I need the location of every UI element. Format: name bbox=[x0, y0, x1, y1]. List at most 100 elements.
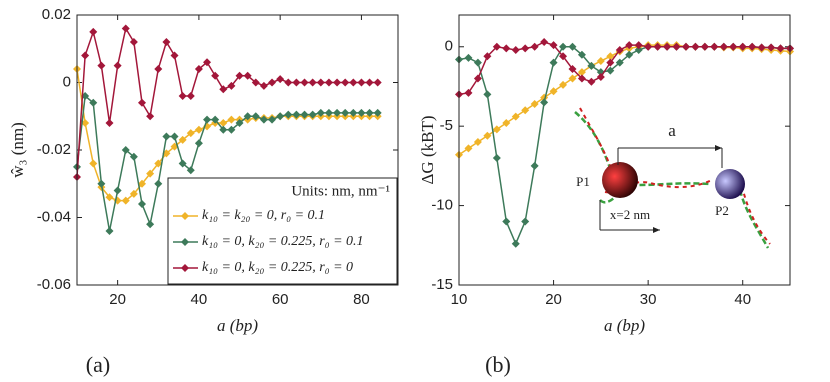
legend-label: k₁₀ = 0, k₂₀ = 0.225, r₀ = 0.1 bbox=[202, 234, 364, 249]
series-line bbox=[458, 44, 791, 156]
marker bbox=[227, 81, 236, 90]
marker bbox=[276, 75, 285, 84]
y-tick-label: -10 bbox=[431, 197, 453, 214]
marker bbox=[203, 115, 212, 124]
marker bbox=[186, 166, 195, 175]
legend-marker bbox=[181, 238, 189, 246]
marker bbox=[194, 139, 203, 148]
marker bbox=[316, 108, 325, 117]
x-axis-label: a (bp) bbox=[217, 316, 258, 335]
marker bbox=[530, 161, 539, 170]
marker bbox=[162, 38, 171, 46]
marker bbox=[473, 138, 482, 147]
dna-inset: a P1 P2 x=2 nm bbox=[574, 107, 771, 249]
inset-label: x=2 nm bbox=[610, 207, 650, 222]
marker bbox=[748, 42, 757, 51]
marker bbox=[587, 77, 596, 86]
marker bbox=[719, 42, 728, 51]
marker bbox=[178, 135, 187, 144]
plot-frame bbox=[458, 14, 791, 286]
marker bbox=[530, 42, 539, 51]
marker bbox=[97, 61, 106, 70]
inset-label: P1 bbox=[576, 174, 590, 189]
marker bbox=[373, 78, 382, 87]
panel-label: (b) bbox=[485, 352, 511, 377]
legend-marker bbox=[181, 212, 189, 220]
marker bbox=[178, 159, 187, 168]
x-tick-label: 20 bbox=[545, 291, 562, 308]
marker bbox=[559, 42, 568, 51]
marker bbox=[549, 58, 558, 67]
marker bbox=[540, 98, 549, 107]
marker bbox=[194, 65, 203, 73]
y-tick-label: -0.06 bbox=[37, 276, 71, 293]
marker bbox=[502, 44, 511, 53]
annotation: Units: nm, nm⁻¹ bbox=[291, 183, 390, 199]
marker bbox=[251, 78, 260, 87]
marker bbox=[81, 119, 90, 127]
marker bbox=[211, 71, 220, 80]
marker bbox=[483, 90, 492, 99]
y-tick-label: -0.02 bbox=[37, 141, 71, 158]
marker bbox=[625, 41, 634, 50]
marker bbox=[596, 57, 605, 66]
marker bbox=[186, 92, 195, 100]
marker bbox=[113, 61, 122, 70]
marker bbox=[596, 72, 605, 81]
marker bbox=[540, 38, 549, 46]
marker bbox=[259, 81, 268, 90]
x-tick-label: 10 bbox=[451, 291, 468, 308]
marker bbox=[729, 42, 738, 51]
marker bbox=[349, 108, 358, 117]
marker bbox=[681, 42, 690, 51]
marker bbox=[243, 112, 252, 121]
marker bbox=[129, 189, 138, 198]
marker bbox=[292, 78, 301, 87]
protein-p1 bbox=[602, 162, 638, 198]
x-tick-label: 40 bbox=[734, 291, 751, 308]
x-tick-label: 20 bbox=[109, 291, 126, 308]
marker bbox=[615, 58, 624, 67]
marker bbox=[154, 159, 163, 168]
marker bbox=[606, 58, 615, 67]
marker bbox=[577, 68, 586, 77]
marker bbox=[483, 131, 492, 140]
marker bbox=[97, 179, 106, 188]
panel-label: (a) bbox=[86, 352, 110, 377]
marker bbox=[105, 227, 114, 235]
marker bbox=[549, 87, 558, 96]
marker bbox=[341, 108, 350, 117]
marker bbox=[357, 108, 366, 117]
marker bbox=[333, 108, 342, 117]
marker bbox=[316, 78, 325, 87]
marker bbox=[121, 146, 130, 154]
legend-label: k₁₀ = 0, k₂₀ = 0.225, r₀ = 0 bbox=[202, 260, 353, 275]
marker bbox=[373, 108, 382, 117]
marker bbox=[549, 41, 558, 50]
plot-frame bbox=[76, 14, 399, 286]
marker bbox=[691, 42, 700, 51]
marker bbox=[568, 42, 577, 51]
marker bbox=[700, 42, 709, 51]
marker bbox=[365, 78, 374, 87]
marker bbox=[105, 193, 114, 202]
marker bbox=[113, 186, 122, 195]
marker bbox=[121, 24, 130, 33]
marker bbox=[502, 119, 511, 127]
marker bbox=[644, 42, 653, 51]
marker bbox=[464, 53, 473, 62]
marker bbox=[521, 217, 530, 226]
marker bbox=[464, 144, 473, 153]
marker bbox=[292, 110, 301, 119]
arrowhead bbox=[653, 227, 660, 233]
marker bbox=[615, 45, 624, 54]
marker bbox=[577, 50, 586, 59]
marker bbox=[89, 159, 98, 168]
marker bbox=[483, 52, 492, 61]
marker bbox=[492, 125, 501, 134]
marker bbox=[219, 85, 228, 94]
marker bbox=[194, 125, 203, 134]
marker bbox=[606, 66, 615, 75]
marker bbox=[568, 74, 577, 83]
